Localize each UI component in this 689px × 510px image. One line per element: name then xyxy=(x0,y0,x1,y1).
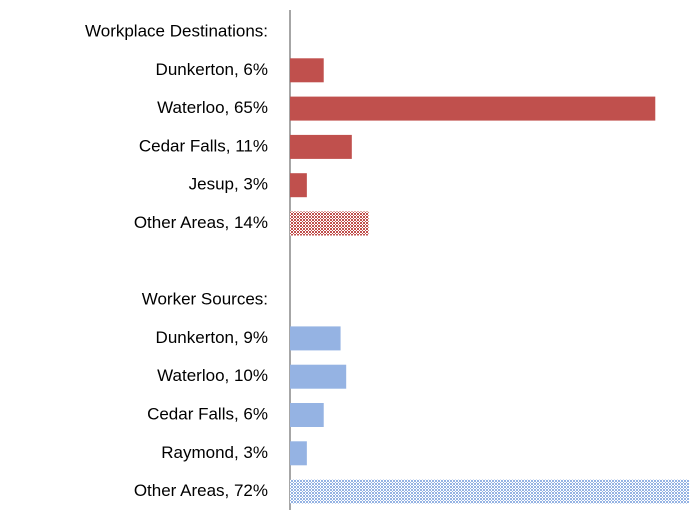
bar xyxy=(290,96,656,121)
bar xyxy=(290,441,307,466)
category-label: Waterloo, 10% xyxy=(157,366,268,385)
bar xyxy=(290,58,324,83)
category-label: Other Areas, 14% xyxy=(134,213,268,232)
bar xyxy=(290,173,307,198)
bar xyxy=(290,403,324,427)
category-label: Cedar Falls, 11% xyxy=(139,136,268,155)
category-label: Dunkerton, 6% xyxy=(156,60,268,79)
category-label: Worker Sources: xyxy=(142,290,268,309)
category-label: Cedar Falls, 6% xyxy=(147,404,268,423)
bar xyxy=(290,479,689,504)
category-label: Raymond, 3% xyxy=(161,443,268,462)
category-label: Workplace Destinations: xyxy=(85,21,268,40)
category-label: Jesup, 3% xyxy=(189,175,268,194)
category-label: Other Areas, 72% xyxy=(134,481,268,500)
bar xyxy=(290,326,341,351)
bar xyxy=(290,211,369,236)
bar xyxy=(290,364,347,389)
category-label: Dunkerton, 9% xyxy=(156,328,268,347)
category-label: Waterloo, 65% xyxy=(157,98,268,117)
bar xyxy=(290,134,352,159)
